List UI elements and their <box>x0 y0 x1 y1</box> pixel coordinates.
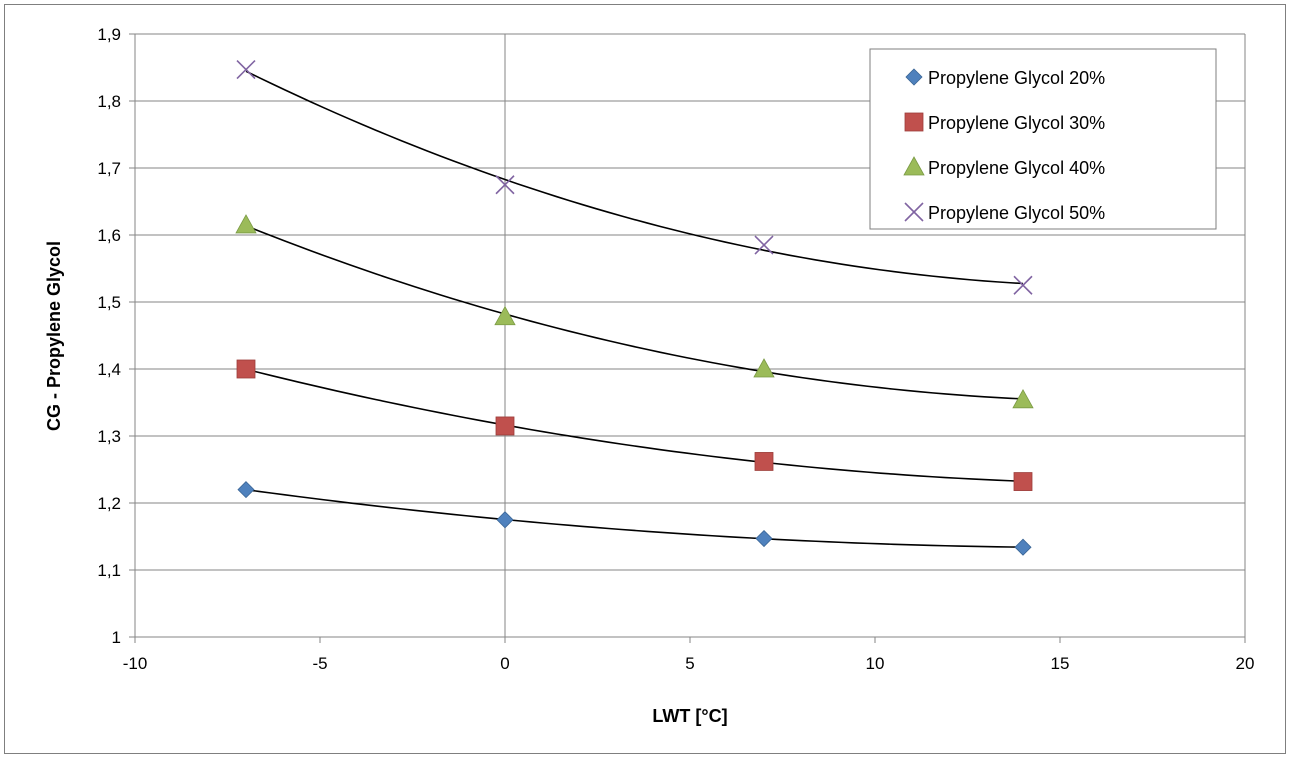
point-series-1 <box>496 511 514 529</box>
point-series-4 <box>236 59 256 80</box>
x-tick-label: 5 <box>685 654 694 673</box>
legend: Propylene Glycol 20% Propylene Glycol 30%… <box>869 48 1217 230</box>
point-series-4 <box>754 235 774 255</box>
x-axis-title: LWT [°C] <box>652 706 727 726</box>
point-series-2 <box>1013 472 1033 491</box>
legend-box <box>869 48 1217 230</box>
axes-layer: 1 1,1 1,2 1,3 1,4 1,5 1,6 1,7 1,8 1,9 -10 -5 0 5 10 15 2… <box>97 25 1254 673</box>
y-tick-label: 1 <box>112 628 121 647</box>
y-tick-label: 1,2 <box>97 494 121 513</box>
trendline-series-3 <box>245 225 1024 400</box>
x-tick-label: 15 <box>1051 654 1070 673</box>
trendline-series-1 <box>245 488 1024 548</box>
point-series-1 <box>755 529 773 548</box>
legend-label-3: Propylene Glycol 40% <box>928 158 1105 178</box>
point-series-3 <box>753 358 775 378</box>
point-series-4-stroke <box>1013 275 1033 295</box>
y-tick-label: 1,6 <box>97 226 121 245</box>
trendline-series-2 <box>245 368 1024 483</box>
y-tick-label: 1,8 <box>97 92 121 111</box>
x-tick-label: 20 <box>1236 654 1255 673</box>
legend-marker-4-stroke <box>904 202 924 222</box>
point-series-2 <box>236 359 256 379</box>
y-tick-label: 1,9 <box>97 25 121 44</box>
legend-label-2: Propylene Glycol 30% <box>928 113 1105 133</box>
x-tick-label: -5 <box>312 654 327 673</box>
legend-label-4: Propylene Glycol 50% <box>928 203 1105 223</box>
y-tick-label: 1,4 <box>97 360 121 379</box>
point-series-4-stroke <box>495 175 515 195</box>
point-series-4 <box>495 175 515 195</box>
y-tick-label: 1,3 <box>97 427 121 446</box>
point-series-4-stroke <box>236 59 256 80</box>
legend-marker-1 <box>905 68 923 86</box>
y-tick-label: 1,7 <box>97 159 121 178</box>
x-tick-label: -10 <box>123 654 148 673</box>
legend-marker-4 <box>904 202 924 222</box>
legend-label-1: Propylene Glycol 20% <box>928 68 1105 88</box>
x-tick-label: 0 <box>500 654 509 673</box>
point-series-3 <box>1012 388 1034 409</box>
y-tick-label: 1,5 <box>97 293 121 312</box>
trendline-series-4 <box>245 70 1024 285</box>
y-tick-label: 1,1 <box>97 561 121 580</box>
x-tick-label: 10 <box>866 654 885 673</box>
point-series-2 <box>754 452 774 471</box>
point-series-3 <box>235 214 257 234</box>
point-series-4 <box>1013 275 1033 295</box>
point-series-1 <box>1014 538 1032 556</box>
point-series-1 <box>237 481 255 499</box>
point-series-4-stroke <box>754 235 774 255</box>
legend-marker-3 <box>903 156 925 176</box>
legend-marker-2 <box>904 112 924 132</box>
trendline-layer <box>245 70 1024 548</box>
point-series-2 <box>495 416 515 436</box>
point-series-3 <box>494 305 516 326</box>
marker-layer <box>235 59 1034 556</box>
y-axis-title: CG - Propylene Glycol <box>44 241 64 431</box>
